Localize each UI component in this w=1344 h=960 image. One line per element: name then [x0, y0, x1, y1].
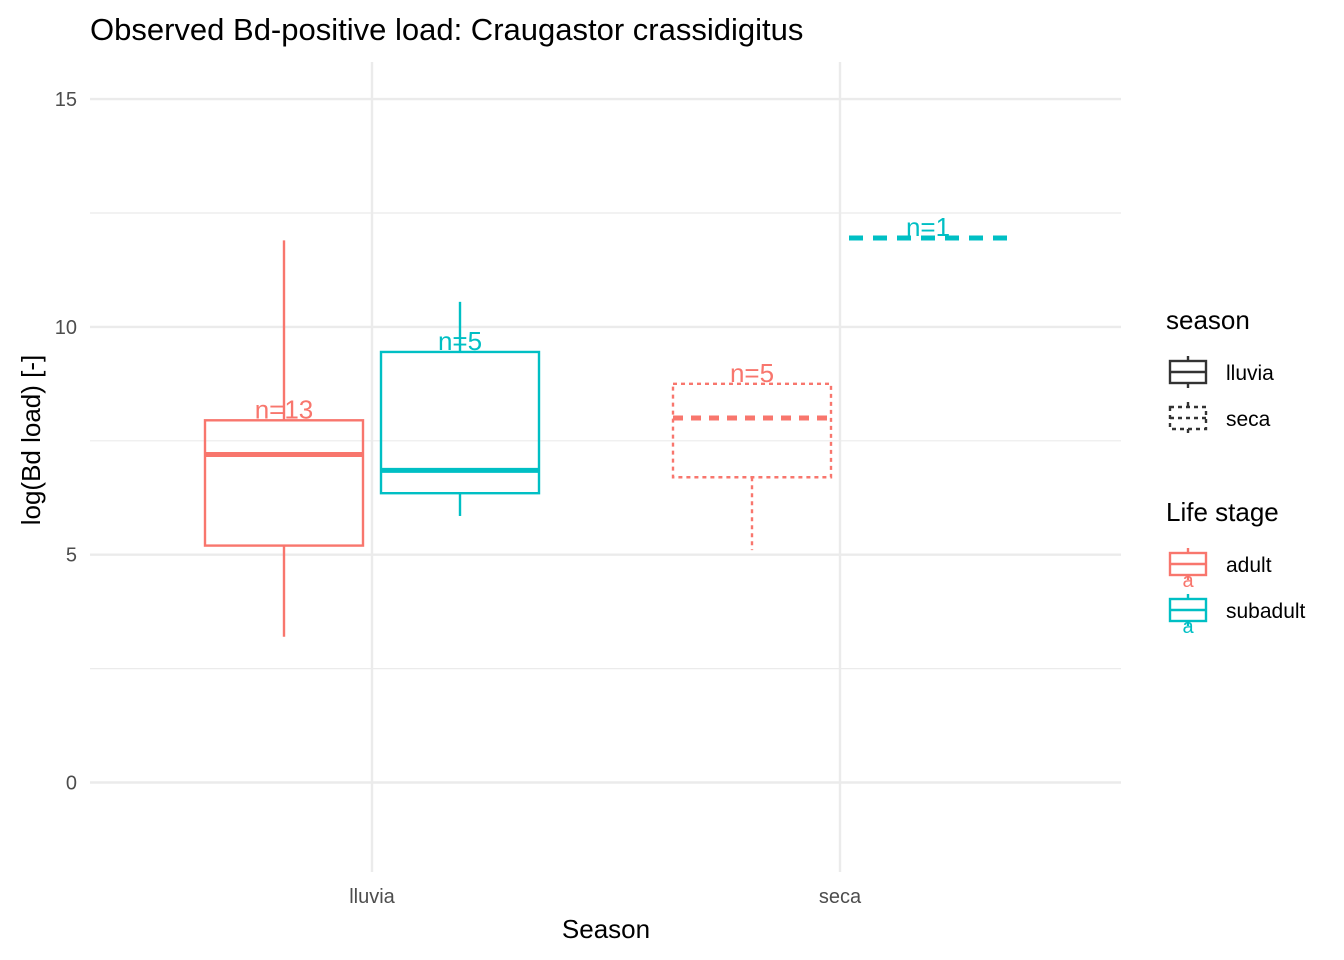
- grid: [90, 62, 1121, 872]
- legend: season lluvia seca Life stage a adult a subadul…: [1166, 305, 1306, 638]
- y-tick-label: 15: [55, 89, 77, 111]
- y-tick-labels: 0 5 10 15: [55, 89, 77, 794]
- box-lluvia-subadult: n=5: [379, 301, 541, 516]
- legend-label: adult: [1226, 554, 1272, 577]
- x-tick-label: seca: [819, 886, 862, 908]
- x-tick-labels: lluvia seca: [349, 886, 862, 908]
- n-label: n=5: [730, 358, 774, 388]
- y-tick-label: 0: [66, 773, 77, 795]
- legend-key-subadult: a: [1168, 594, 1208, 638]
- box-rect: [379, 350, 541, 495]
- legend-title: season: [1166, 305, 1250, 335]
- box-rect: [203, 419, 365, 547]
- legend-key-seca: [1168, 402, 1208, 434]
- legend-label: seca: [1226, 408, 1271, 431]
- y-tick-label: 5: [66, 545, 77, 567]
- box-rect: [671, 382, 833, 479]
- box-seca-subadult: n=1: [849, 212, 1007, 242]
- n-label: n=5: [438, 326, 482, 356]
- box-plots: n=13 n=5 n=5 n=1: [203, 212, 1007, 637]
- y-tick-label: 10: [55, 317, 77, 339]
- legend-title: Life stage: [1166, 497, 1279, 527]
- x-axis-label: Season: [562, 914, 650, 944]
- legend-key-lluvia: [1168, 356, 1208, 388]
- key-text-glyph: a: [1182, 570, 1194, 592]
- key-text-glyph: a: [1182, 616, 1194, 638]
- legend-label: subadult: [1226, 600, 1306, 623]
- box-lluvia-adult: n=13: [203, 240, 365, 637]
- chart-title: Observed Bd-positive load: Craugastor cr…: [90, 12, 803, 47]
- n-label: n=13: [255, 394, 314, 424]
- box-seca-adult: n=5: [671, 358, 833, 551]
- n-label: n=1: [906, 212, 950, 242]
- y-axis-label: log(Bd load) [-]: [16, 355, 46, 526]
- x-tick-label: lluvia: [349, 886, 395, 908]
- legend-label: lluvia: [1226, 362, 1274, 385]
- legend-key-adult: a: [1168, 548, 1208, 592]
